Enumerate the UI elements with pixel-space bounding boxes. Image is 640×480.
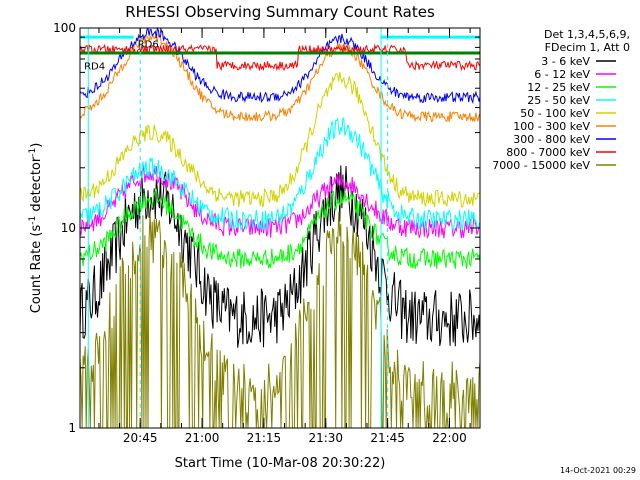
- data-layer: RD4 RD6: [79, 26, 481, 429]
- legend-label-3: 12 - 25 keV: [527, 81, 590, 94]
- axes-layer: 1 10 100 20:45 21:00 21:15 21:30 21:45 22:00: [53, 21, 480, 445]
- x-tick-label-2: 21:00: [185, 431, 220, 445]
- x-tick-label-5: 21:45: [370, 431, 405, 445]
- timestamp: 14-Oct-2021 00:29: [560, 466, 636, 475]
- series-line-6: [79, 33, 481, 123]
- series-line-9: [79, 211, 481, 429]
- legend-header-2: FDecim 1, Att 0: [545, 41, 630, 54]
- legend-header-1: Det 1,3,4,5,6,9,: [544, 28, 630, 41]
- legend-label-6: 100 - 300 keV: [513, 120, 590, 133]
- chart-title: RHESSI Observing Summary Count Rates: [125, 3, 435, 21]
- legend-label-2: 6 - 12 keV: [534, 68, 590, 81]
- legend: Det 1,3,4,5,6,9,FDecim 1, Att 03 - 6 keV…: [492, 28, 630, 172]
- series-line-3: [79, 189, 481, 270]
- legend-label-1: 3 - 6 keV: [541, 55, 590, 68]
- legend-label-4: 25 - 50 keV: [527, 94, 590, 107]
- y-axis-label-main: Count Rate (s: [29, 225, 44, 314]
- y-axis-label-close: ): [29, 143, 44, 148]
- x-tick-label-3: 21:15: [247, 431, 282, 445]
- x-axis-label: Start Time (10-Mar-08 20:30:22): [175, 456, 386, 471]
- x-tick-label-4: 21:30: [308, 431, 343, 445]
- series-line-2: [79, 164, 481, 240]
- series-line-5: [79, 72, 481, 208]
- y-axis-label: Count Rate (s-1 detector-1): [28, 143, 44, 314]
- y-axis-label-exponent-2: -1: [28, 148, 38, 157]
- legend-label-5: 50 - 100 keV: [520, 107, 590, 120]
- x-tick-label-1: 20:45: [123, 431, 158, 445]
- legend-label-8: 800 - 7000 keV: [506, 146, 590, 159]
- series-line-4: [79, 116, 481, 232]
- y-tick-label-3: 100: [53, 21, 76, 35]
- legend-label-9: 7000 - 15000 keV: [492, 159, 590, 172]
- series-line-8: [79, 43, 481, 72]
- x-tick-label-6: 22:00: [432, 431, 467, 445]
- y-tick-label-2: 10: [61, 221, 76, 235]
- series-line-1: [79, 165, 481, 348]
- legend-label-7: 300 - 800 keV: [513, 133, 590, 146]
- y-axis-label-tail: detector: [29, 156, 44, 216]
- y-axis-label-exponent: -1: [28, 216, 38, 225]
- series-line-7: [79, 26, 481, 105]
- region-label-1: RD4: [84, 62, 105, 73]
- y-tick-label-1: 1: [68, 421, 76, 435]
- region-label-2: RD6: [138, 39, 159, 50]
